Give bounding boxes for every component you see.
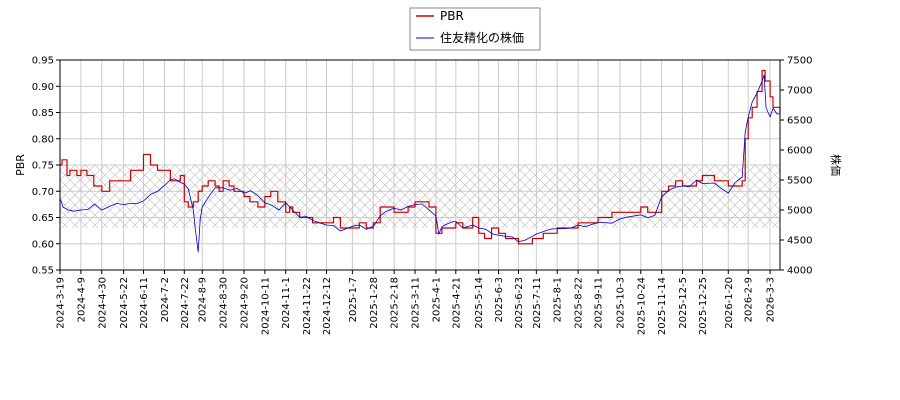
x-tick-label: 2025-6-23 — [514, 277, 525, 329]
left-tick-label: 0.85 — [32, 108, 54, 119]
left-tick-label: 0.70 — [32, 187, 54, 198]
x-tick-label: 2025-12-5 — [678, 277, 689, 329]
left-tick-label: 0.75 — [32, 161, 54, 172]
pbr-reference-band — [60, 165, 780, 228]
x-tick-label: 2025-9-11 — [594, 277, 605, 329]
right-tick-label: 6500 — [787, 116, 812, 127]
x-tick-label: 2024-7-2 — [160, 277, 171, 322]
legend-label-pbr: PBR — [440, 9, 464, 23]
left-tick-label: 0.60 — [32, 239, 54, 250]
left-tick-label: 0.55 — [32, 266, 54, 277]
x-tick-label: 2026-1-20 — [724, 277, 735, 329]
right-tick-label: 4000 — [787, 266, 812, 277]
left-tick-label: 0.90 — [32, 82, 54, 93]
x-tick-label: 2024-6-11 — [139, 277, 150, 329]
right-tick-label: 4500 — [787, 236, 812, 247]
x-tick-label: 2025-3-11 — [411, 277, 422, 329]
series-layer — [59, 69, 781, 253]
x-tick-label: 2024-4-30 — [97, 277, 108, 329]
x-tick-label: 2025-1-7 — [348, 277, 359, 322]
x-axis-ticks: 2024-3-19 2024-4-9 2024-4-30 2024-5-22 2024-… — [56, 270, 777, 335]
left-tick-label: 0.80 — [32, 134, 54, 145]
x-tick-label: 2024-7-22 — [180, 277, 191, 329]
x-tick-label: 2024-3-19 — [56, 277, 67, 329]
right-tick-label: 7500 — [787, 56, 812, 67]
right-tick-label: 5500 — [787, 176, 812, 187]
left-tick-label: 0.95 — [32, 56, 54, 67]
x-tick-label: 2024-11-1 — [281, 277, 292, 329]
stock-price-series-line — [59, 74, 780, 253]
right-tick-label: 6000 — [787, 146, 812, 157]
x-tick-label: 2025-4-21 — [451, 277, 462, 329]
left-axis-title: PBR — [14, 154, 27, 176]
x-tick-label: 2024-11-22 — [302, 277, 313, 335]
x-tick-label: 2024-4-9 — [76, 277, 87, 322]
left-tick-label: 0.65 — [32, 213, 54, 224]
legend: PBR 住友精化の株価 — [409, 7, 541, 51]
x-tick-label: 2025-10-24 — [636, 277, 647, 335]
x-tick-label: 2025-6-3 — [494, 277, 505, 322]
right-axis-title: 株価 — [829, 154, 843, 176]
right-tick-label: 7000 — [787, 86, 812, 97]
x-tick-label: 2024-8-30 — [219, 277, 230, 329]
x-tick-label: 2025-2-18 — [390, 277, 401, 329]
x-tick-label: 2025-5-14 — [474, 277, 485, 329]
x-tick-label: 2025-12-25 — [698, 277, 709, 335]
x-tick-label: 2025-7-11 — [532, 277, 543, 329]
x-tick-label: 2024-10-11 — [260, 277, 271, 335]
x-tick-label: 2026-3-3 — [766, 277, 777, 322]
x-tick-label: 2025-11-14 — [657, 277, 668, 335]
x-tick-label: 2026-2-9 — [744, 277, 755, 322]
right-tick-label: 5000 — [787, 206, 812, 217]
x-tick-label: 2025-8-22 — [574, 277, 585, 329]
x-tick-label: 2025-8-1 — [553, 277, 564, 322]
x-tick-label: 2024-12-12 — [322, 277, 333, 335]
x-tick-label: 2024-8-9 — [198, 277, 209, 322]
left-axis-ticks: 0.55 0.60 0.65 0.70 0.75 0.80 0.85 0.90 0.95 — [32, 56, 60, 277]
x-tick-label: 2024-5-22 — [119, 277, 130, 329]
right-axis-ticks: 4000 4500 5000 5500 6000 6500 7000 7500 — [780, 56, 812, 277]
x-tick-label: 2024-9-20 — [239, 277, 250, 329]
legend-label-stock-price: 住友精化の株価 — [440, 30, 524, 45]
x-tick-label: 2025-10-3 — [615, 277, 626, 329]
x-tick-label: 2025-4-1 — [431, 277, 442, 322]
x-tick-label: 2025-1-28 — [369, 277, 380, 329]
pbr-series-line — [60, 69, 781, 245]
legend-box — [409, 7, 541, 51]
